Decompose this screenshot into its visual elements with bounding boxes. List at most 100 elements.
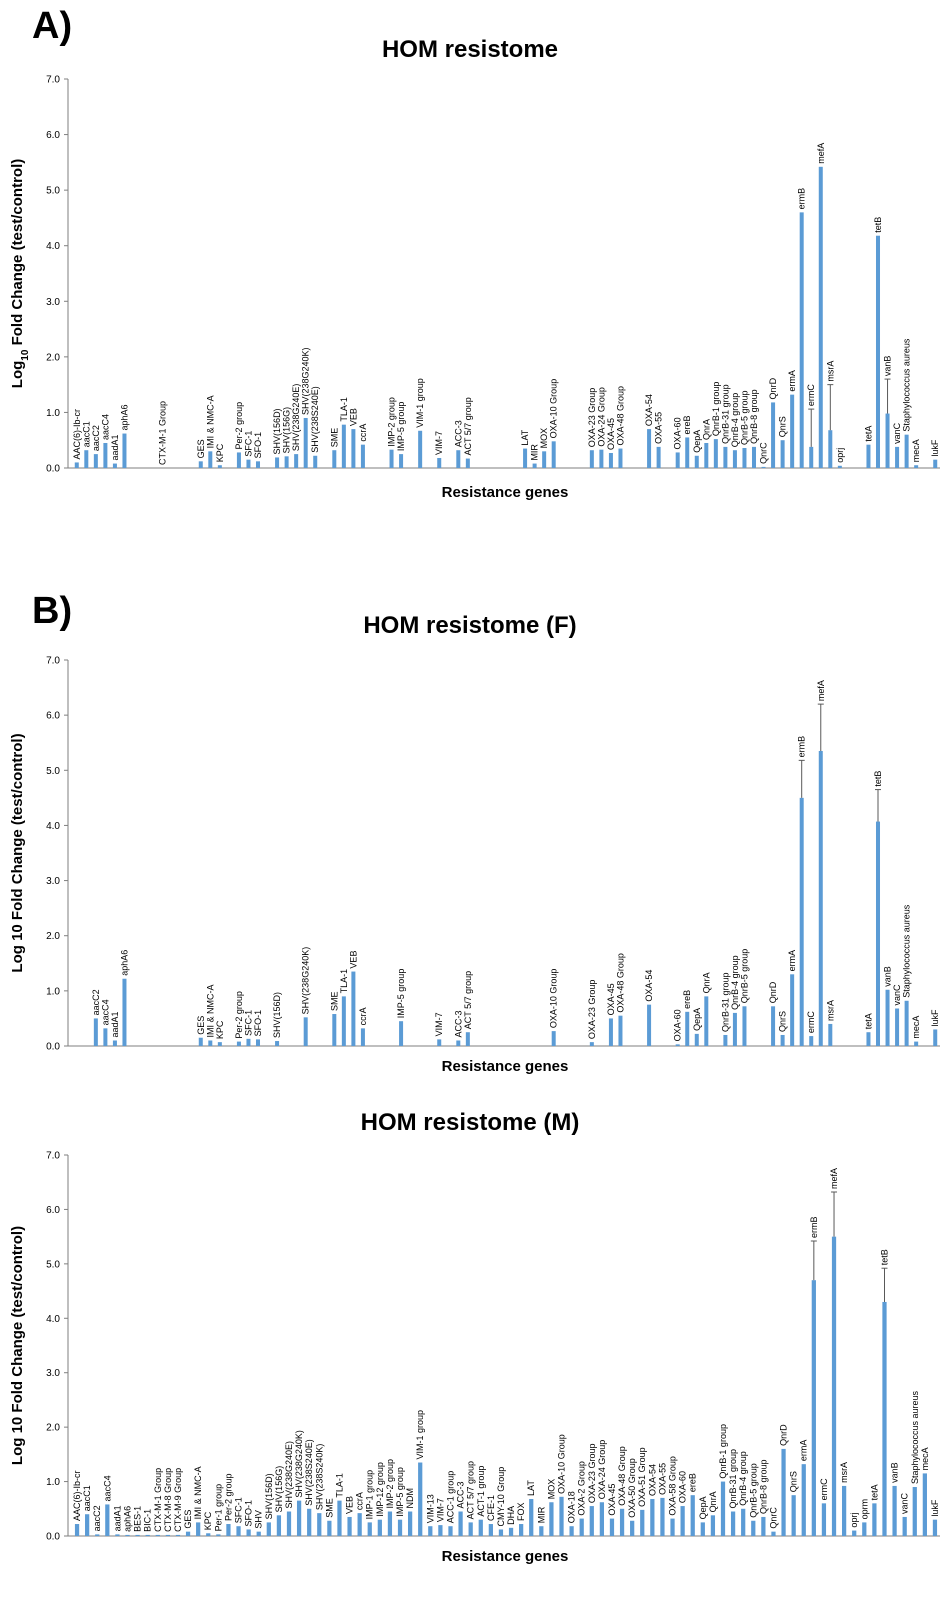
bar bbox=[875, 821, 881, 1046]
gene-label: aacC2 bbox=[91, 989, 101, 1015]
bar bbox=[685, 1011, 690, 1046]
bar bbox=[821, 1503, 827, 1536]
bar bbox=[135, 1534, 140, 1536]
bar bbox=[303, 1017, 308, 1046]
y-tick-label: 4.0 bbox=[46, 1314, 60, 1325]
bar bbox=[332, 1014, 337, 1046]
gene-label: VEB bbox=[348, 951, 358, 969]
gene-label: SFO-1 bbox=[253, 432, 263, 459]
x-axis-label: Resistance genes bbox=[442, 484, 569, 501]
gene-label: OXA-24 Group bbox=[597, 1440, 607, 1500]
gene-label: vanC bbox=[892, 984, 902, 1006]
bar bbox=[74, 462, 79, 468]
y-tick-label: 4.0 bbox=[46, 821, 60, 832]
bar bbox=[437, 457, 442, 468]
gene-label: IMP-2 group bbox=[387, 397, 397, 447]
bar bbox=[399, 1021, 404, 1046]
gene-label: vanC bbox=[892, 422, 902, 444]
bar bbox=[276, 1515, 282, 1536]
gene-label: msrA bbox=[825, 361, 835, 382]
gene-label: IMI & NMC-A bbox=[205, 395, 215, 448]
y-tick-label: 3.0 bbox=[46, 1368, 60, 1379]
gene-label: IMP-1 group bbox=[365, 1470, 375, 1520]
gene-label: ermC bbox=[806, 384, 816, 406]
bar bbox=[771, 1006, 776, 1046]
bar bbox=[286, 1511, 292, 1536]
gene-label: mefA bbox=[816, 143, 826, 164]
gene-label: OXA-24 Group bbox=[596, 387, 606, 447]
bar bbox=[103, 442, 108, 468]
gene-label: LAT bbox=[520, 429, 530, 445]
y-tick-label: 7.0 bbox=[46, 656, 60, 667]
y-axis-label: Log10 Fold Change (test/control) bbox=[9, 159, 31, 388]
bar bbox=[428, 1526, 433, 1536]
bar bbox=[882, 1301, 887, 1536]
gene-label: QnrB-4 group bbox=[730, 393, 740, 448]
gene-label: OXA-55 bbox=[654, 412, 664, 444]
gene-label: QnrB-5 group bbox=[748, 1463, 758, 1518]
gene-label: aacC2 bbox=[92, 1505, 102, 1531]
bar bbox=[307, 1508, 312, 1536]
bar bbox=[523, 448, 528, 468]
bar bbox=[732, 1012, 737, 1046]
bar bbox=[175, 1534, 181, 1536]
panel-letter: B) bbox=[32, 590, 72, 632]
bar bbox=[206, 1533, 211, 1536]
y-tick-label: 5.0 bbox=[46, 186, 60, 197]
gene-label: OXA-54 bbox=[644, 394, 654, 426]
bar bbox=[458, 1511, 463, 1536]
bar bbox=[418, 1462, 423, 1536]
bar bbox=[904, 434, 909, 468]
bar bbox=[332, 450, 337, 468]
gene-label: ACT 5/7 group bbox=[466, 1461, 476, 1519]
bar bbox=[730, 1511, 736, 1536]
gene-label: SFO-1 bbox=[253, 1010, 263, 1037]
gene-label: tetB bbox=[873, 217, 883, 233]
gene-label: ermA bbox=[799, 1440, 809, 1462]
gene-label: IMI & NMC-A bbox=[193, 1466, 203, 1519]
gene-label: KPC bbox=[203, 1511, 213, 1530]
bar bbox=[488, 1524, 493, 1536]
bar bbox=[103, 1028, 108, 1046]
bar bbox=[246, 1038, 251, 1046]
gene-label: QnrA bbox=[701, 972, 711, 993]
bar bbox=[781, 1448, 786, 1536]
bar bbox=[742, 1006, 747, 1046]
gene-label: lukF bbox=[930, 1009, 940, 1027]
bar bbox=[84, 450, 89, 468]
gene-label: ermC bbox=[806, 1011, 816, 1033]
gene-label: SHV(156G) bbox=[282, 407, 292, 454]
gene-label: OXA-45 bbox=[607, 1484, 617, 1516]
gene-label: OXA-45 bbox=[606, 983, 616, 1015]
gene-label: MIR bbox=[536, 1506, 546, 1523]
gene-label: aacC4 bbox=[102, 1475, 112, 1501]
gene-label: VIM-7 bbox=[434, 431, 444, 455]
gene-label: ccrA bbox=[358, 424, 368, 442]
gene-label: ermB bbox=[797, 188, 807, 210]
bar bbox=[198, 461, 203, 468]
gene-label: SHV(238G240K) bbox=[301, 347, 311, 415]
bar bbox=[539, 1526, 544, 1536]
bar bbox=[801, 1464, 806, 1536]
gene-label: SHV bbox=[254, 1510, 264, 1529]
bar bbox=[837, 465, 842, 468]
bar bbox=[377, 1519, 382, 1536]
chart-b: B) HOM resistome (F) 0.0 1.0 2.0 3.0 4.0 5.0 6.0… bbox=[9, 590, 940, 1075]
bar bbox=[872, 1503, 877, 1536]
bar bbox=[122, 433, 127, 468]
gene-label: tetA bbox=[863, 1013, 873, 1029]
bar bbox=[351, 971, 356, 1046]
bar bbox=[618, 448, 623, 468]
bar bbox=[933, 1029, 938, 1046]
bar bbox=[284, 456, 289, 468]
gene-label: DHA bbox=[506, 1506, 516, 1525]
gene-label: OXA-10 Group bbox=[549, 969, 559, 1029]
bar bbox=[313, 455, 318, 468]
bar bbox=[208, 451, 213, 468]
bar bbox=[155, 1534, 160, 1536]
bar bbox=[862, 1522, 867, 1536]
bar bbox=[317, 1513, 322, 1536]
gene-label: vanC bbox=[900, 1492, 910, 1514]
bar bbox=[217, 1042, 222, 1046]
